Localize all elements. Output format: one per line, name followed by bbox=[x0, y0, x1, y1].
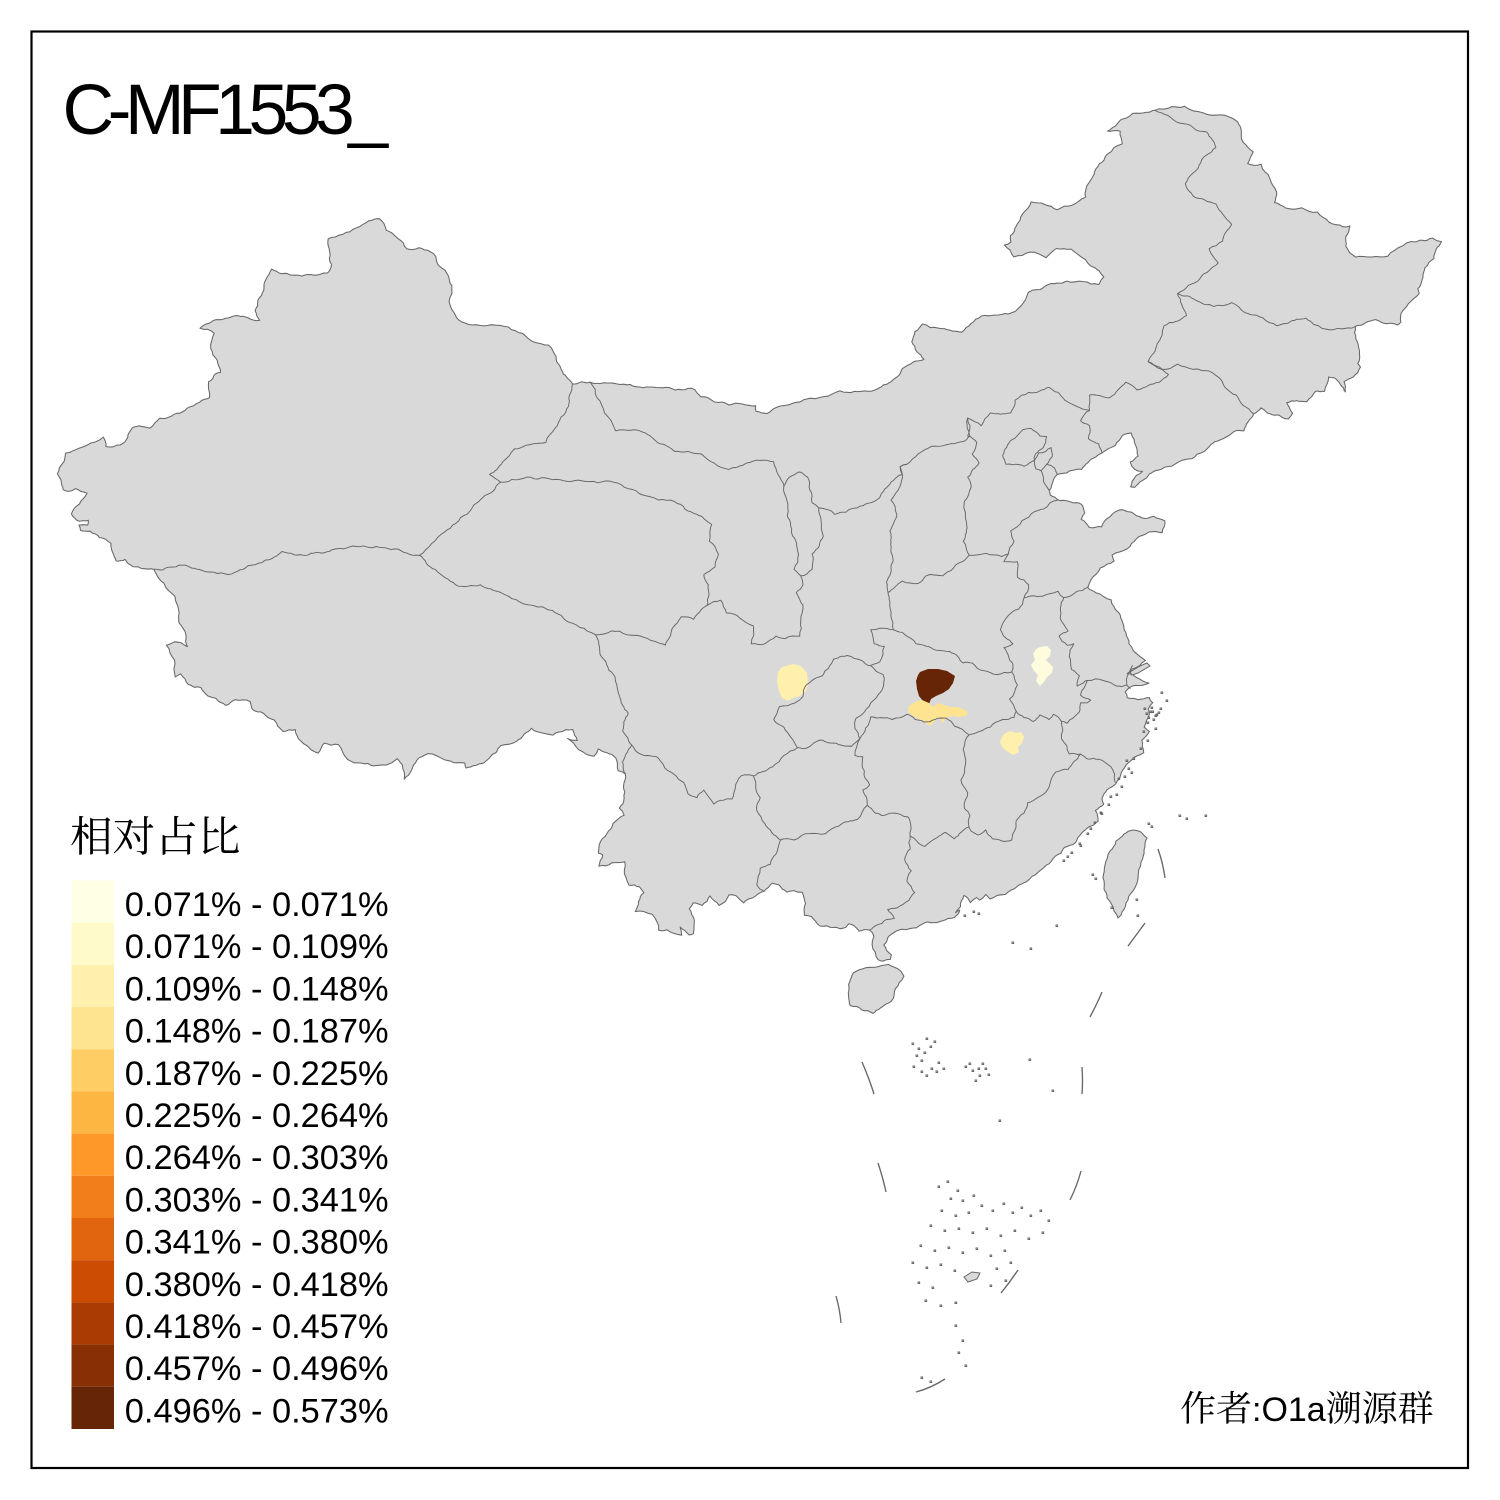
svg-text:0.071% - 0.109%: 0.071% - 0.109% bbox=[125, 928, 389, 966]
svg-text:0.071% - 0.071%: 0.071% - 0.071% bbox=[125, 886, 389, 924]
svg-text:0.303% - 0.341%: 0.303% - 0.341% bbox=[125, 1181, 389, 1219]
svg-text::O1a: :O1a bbox=[1252, 1391, 1326, 1429]
svg-text:0.418% - 0.457%: 0.418% - 0.457% bbox=[125, 1308, 389, 1346]
svg-text:0.187% - 0.225%: 0.187% - 0.225% bbox=[125, 1055, 389, 1093]
svg-text:C-MF1553_: C-MF1553_ bbox=[63, 70, 390, 150]
svg-text:0.341% - 0.380%: 0.341% - 0.380% bbox=[125, 1224, 389, 1262]
svg-text:0.457% - 0.496%: 0.457% - 0.496% bbox=[125, 1350, 389, 1388]
svg-text:0.264% - 0.303%: 0.264% - 0.303% bbox=[125, 1139, 389, 1177]
svg-text:0.148% - 0.187%: 0.148% - 0.187% bbox=[125, 1013, 389, 1051]
svg-text:0.109% - 0.148%: 0.109% - 0.148% bbox=[125, 970, 389, 1008]
svg-text:0.380% - 0.418%: 0.380% - 0.418% bbox=[125, 1266, 389, 1304]
svg-text:0.225% - 0.264%: 0.225% - 0.264% bbox=[125, 1097, 389, 1135]
svg-text:0.496% - 0.573%: 0.496% - 0.573% bbox=[125, 1392, 389, 1430]
